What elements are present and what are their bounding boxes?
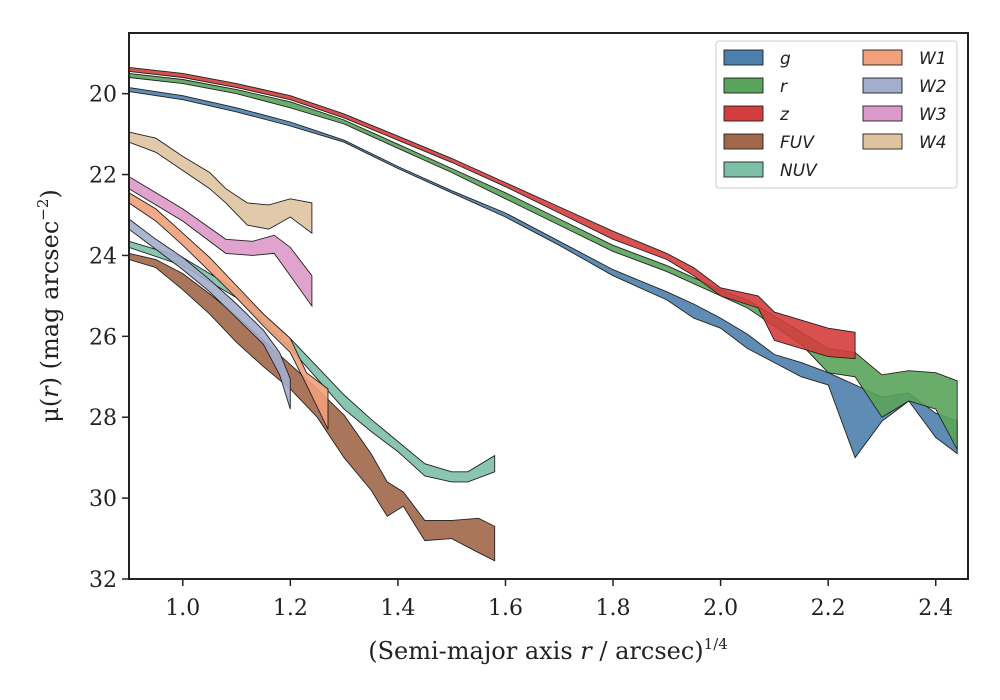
- legend-label-g: g: [780, 49, 791, 69]
- band-w1: [129, 192, 329, 430]
- y-tick-label: 30: [89, 487, 117, 512]
- y-axis-title-sup: −2: [34, 199, 52, 221]
- x-tick-label: 2.4: [918, 596, 953, 621]
- x-axis-ticks: 1.0 1.2 1.4 1.6 1.8 2.0 2.2 2.4: [165, 579, 953, 621]
- x-axis-title-var: r: [580, 637, 593, 665]
- legend-label-w1: W1: [919, 49, 947, 69]
- x-tick-label: 2.0: [703, 596, 738, 621]
- band-z: [129, 66, 856, 360]
- legend-swatch-fuv: [723, 133, 764, 150]
- y-axis-title-end: ): [36, 189, 64, 198]
- legend-label-w3: W3: [919, 105, 947, 125]
- x-axis-title-sup: 1/4: [704, 635, 728, 653]
- profile-bands: [129, 66, 958, 562]
- x-axis-title: (Semi-major axis r / arcsec)1/4: [368, 635, 728, 665]
- legend-label-w4: W4: [919, 133, 947, 153]
- legend-label-w2: W2: [919, 77, 947, 97]
- legend-swatch-r: [723, 77, 764, 94]
- legend: grz FUV NUV W1 W2 W3 W4: [715, 40, 958, 189]
- y-axis-title-mu: μ(: [36, 398, 64, 423]
- x-tick-label: 2.2: [811, 596, 846, 621]
- y-tick-label: 28: [89, 406, 117, 431]
- legend-swatch-w1: [862, 49, 903, 66]
- band-w4: [129, 131, 313, 235]
- x-tick-label: 1.4: [380, 596, 415, 621]
- x-axis-title-prefix: (Semi-major axis: [368, 637, 580, 665]
- legend-swatch-w2: [862, 77, 903, 94]
- legend-swatch-w4: [862, 133, 903, 150]
- legend-swatch-g: [723, 49, 764, 66]
- x-tick-label: 1.8: [596, 596, 631, 621]
- band-g: [129, 87, 958, 459]
- x-axis-title-mid: / arcsec): [592, 637, 704, 665]
- legend-swatch-z: [723, 105, 764, 122]
- legend-swatch-nuv: [723, 161, 764, 178]
- x-tick-label: 1.6: [488, 596, 523, 621]
- legend-label-z: z: [779, 105, 790, 125]
- y-axis-title-close: ) (mag arcsec: [36, 221, 64, 387]
- legend-label-r: r: [780, 77, 788, 97]
- y-tick-label: 20: [89, 83, 117, 108]
- y-tick-label: 22: [89, 164, 117, 189]
- y-tick-label: 26: [89, 325, 117, 350]
- band-w3: [129, 176, 313, 308]
- plot-frame: [128, 32, 969, 580]
- legend-label-nuv: NUV: [780, 161, 818, 181]
- legend-label-fuv: FUV: [780, 133, 815, 153]
- legend-swatch-w3: [862, 105, 903, 122]
- y-tick-label: 32: [89, 568, 117, 593]
- band-r: [129, 72, 958, 450]
- y-tick-label: 24: [89, 244, 117, 269]
- x-tick-label: 1.2: [273, 596, 308, 621]
- x-tick-label: 1.0: [165, 596, 200, 621]
- y-axis-title: μ(r) (mag arcsec−2): [34, 189, 64, 423]
- y-axis-ticks: 20 22 24 26 28 30 32: [89, 83, 129, 593]
- y-axis-title-var: r: [36, 385, 64, 398]
- band-w2: [129, 218, 291, 410]
